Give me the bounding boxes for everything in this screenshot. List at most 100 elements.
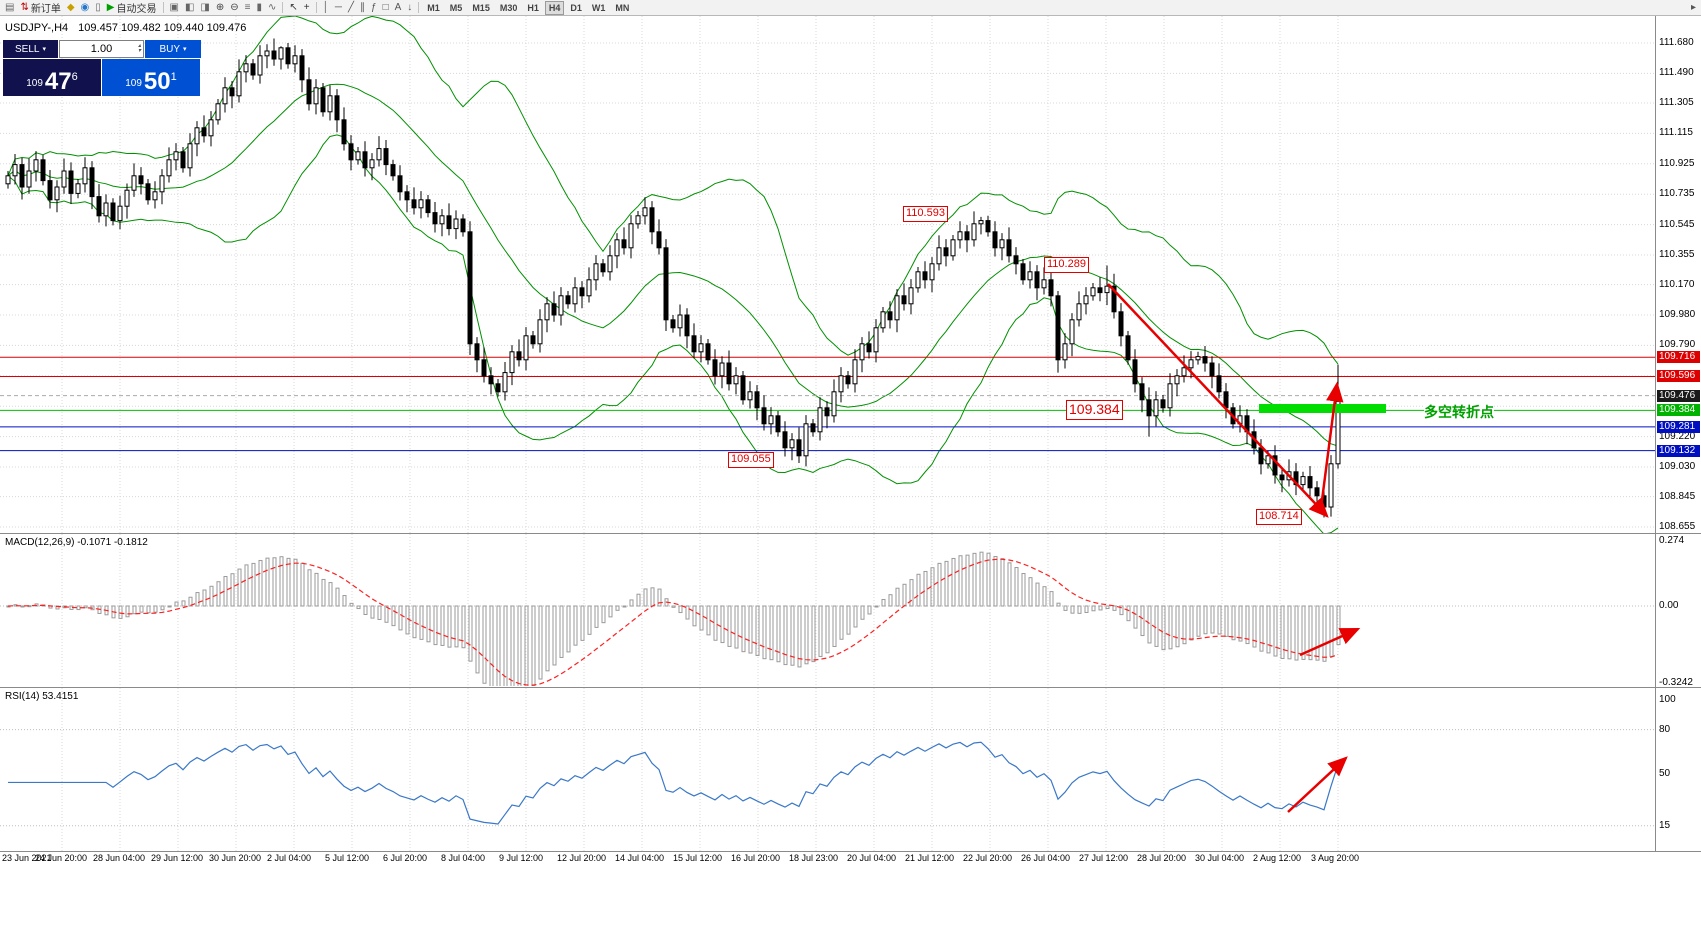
text-icon[interactable]: A [392,1,405,15]
mql5-icon[interactable]: ◆ [64,1,78,15]
price-tick: 111.115 [1659,127,1693,139]
price-tick: 109.220 [1659,430,1696,442]
toolbar-separator [418,2,420,13]
panel-splitter-macd[interactable] [0,533,1701,534]
line-chart-icon[interactable]: ∿ [265,1,279,15]
price-tick: 110.355 [1659,249,1695,260]
cursor-icon-glyph: ↖ [289,1,298,13]
toolbar-separator [162,2,164,13]
timeframe-h1[interactable]: H1 [527,2,539,13]
trendline-icon[interactable]: ╱ [345,1,357,15]
chart-title: USDJPY-,H4 109.457 109.482 109.440 109.47… [5,22,246,34]
rsi-axis-label: 100 [1659,694,1676,705]
channel-icon[interactable]: ∥ [357,1,368,15]
sell-price-prefix: 109 [26,78,43,89]
price-tick: 109.790 [1659,339,1696,351]
hline-icon[interactable]: ─ [332,1,345,15]
autotrade-button-glyph: ▶ [106,1,115,13]
cursor-icon[interactable]: ↖ [286,1,300,15]
mobile-icon[interactable]: ▯ [92,1,104,15]
macd-panel[interactable] [0,534,1655,686]
price-tick: 110.925 [1659,157,1695,169]
time-label: 16 Jul 20:00 [731,853,781,863]
price-tick: 110.735 [1659,188,1695,200]
autotrade-button-label: 自动交易 [116,4,157,15]
buy-price-prefix: 109 [125,78,142,89]
sell-price-big: 47 [44,68,72,95]
volume-input[interactable]: 1.00 ▴ ▾ [59,40,144,58]
price-tick: 111.680 [1659,37,1694,48]
timeframe-d1[interactable]: D1 [570,2,582,13]
time-label: 28 Jun 04:00 [93,853,146,863]
spinner-up-icon[interactable]: ▴ [137,43,141,49]
candlestick-chart[interactable] [0,16,1655,533]
sell-price-display[interactable]: 109 47 6 [3,59,101,96]
fibonacci-icon-glyph: ƒ [371,1,377,13]
community-icon-glyph: ◉ [80,1,90,13]
shapes-icon[interactable]: □ [380,1,392,15]
zoom-in-icon[interactable]: ⊕ [213,1,227,15]
community-icon[interactable]: ◉ [78,1,93,15]
new-order-button-glyph: ⇅ [20,1,29,13]
time-label: 9 Jul 12:00 [499,853,544,863]
crosshair-icon[interactable]: + [301,1,313,15]
timeframe-mn[interactable]: MN [615,2,630,13]
price-badge: 109.132 [1657,444,1700,457]
price-axis: 111.680 111.490 111.305 111.115 110.925 110.7… [1656,0,1701,936]
buy-price-display[interactable]: 109 50 1 [102,59,200,96]
spinner-down-icon[interactable]: ▾ [137,48,141,54]
timeframe-m15[interactable]: M15 [472,2,490,13]
zoom-out-icon[interactable]: ⊖ [227,1,241,15]
timeframe-m5[interactable]: M5 [449,2,463,13]
timeframe-m30[interactable]: M30 [499,2,518,13]
time-label: 2 Aug 12:00 [1253,853,1302,863]
tile-vertical-icon[interactable]: ◨ [197,1,212,15]
price-badge: 109.596 [1657,370,1700,383]
time-label: 8 Jul 04:00 [441,853,486,863]
fibonacci-icon[interactable]: ƒ [368,1,380,15]
mql5-icon-glyph: ◆ [66,1,75,13]
arrow-tool-icon[interactable]: ↓ [404,1,415,15]
vline-icon-glyph: │ [322,1,329,13]
tile-horizontal-icon[interactable]: ◧ [182,1,197,15]
line-chart-icon-glyph: ∿ [268,1,277,13]
buy-button-label: BUY [159,43,181,55]
autotrade-button[interactable]: ▶ 自动交易 [104,1,160,15]
chart-shift-icon[interactable]: ▸ [1688,1,1699,15]
new-order-button[interactable]: ⇅ 新订单 [17,1,63,15]
rsi-name: RSI(14) [5,691,40,702]
chart-area[interactable]: USDJPY-,H4 109.457 109.482 109.440 109.47… [0,16,1701,533]
price-tick: 110.545 [1659,218,1695,230]
rsi-panel[interactable] [0,688,1655,851]
main-toolbar: ▤ ⇅ 新订单 ◆ ◉ ▯ ▶ 自动交易 ▣ ◧ ◨ ⊕ ⊖ ≡ ▮ ∿ ↖ + │ ─ ╱ ∥ ƒ □ A ↓ M1 M5 M15 M3… [0,0,1701,16]
text-icon-glyph: A [394,1,402,13]
timeframe-m1[interactable]: M1 [427,2,440,13]
new-order-button-label: 新订单 [30,4,61,15]
price-badge: 109.281 [1657,420,1700,433]
time-label: 14 Jul 04:00 [615,853,665,863]
price-tick: 110.170 [1659,278,1695,290]
time-label: 20 Jul 04:00 [847,853,897,863]
timeframe-w1[interactable]: W1 [591,2,606,13]
buy-button[interactable]: BUY ▾ [145,40,201,58]
time-label: 12 Jul 20:00 [557,853,607,863]
candle-chart-icon[interactable]: ▮ [253,1,265,15]
bar-chart-icon[interactable]: ≡ [242,1,254,15]
price-badge: 109.716 [1657,351,1700,364]
macd-label: MACD(12,26,9) -0.1071 -0.1812 [5,537,148,548]
panel-splitter-rsi[interactable] [0,687,1701,688]
volume-spinner[interactable]: ▴ ▾ [137,43,141,54]
tile-windows-icon[interactable]: ▣ [167,1,182,15]
time-label: 28 Jul 20:00 [1137,853,1187,863]
vline-icon[interactable]: │ [320,1,332,15]
sell-button[interactable]: SELL ▾ [3,40,58,58]
time-axis: 23 Jun 2021 24 Jun 20:00 28 Jun 04:00 29 Ju… [0,853,1701,867]
timeframe-h4[interactable]: H4 [544,0,565,15]
arrow-tool-icon-glyph: ↓ [407,1,413,13]
trendline-icon-glyph: ╱ [347,1,354,13]
price-badge: 109.384 [1657,404,1700,417]
chart-ohlc-values: 109.457 109.482 109.440 109.476 [78,22,247,34]
toolbar-separator [315,2,317,13]
rsi-axis-label: 15 [1659,819,1671,831]
new-chart-icon[interactable]: ▤ [2,1,17,15]
